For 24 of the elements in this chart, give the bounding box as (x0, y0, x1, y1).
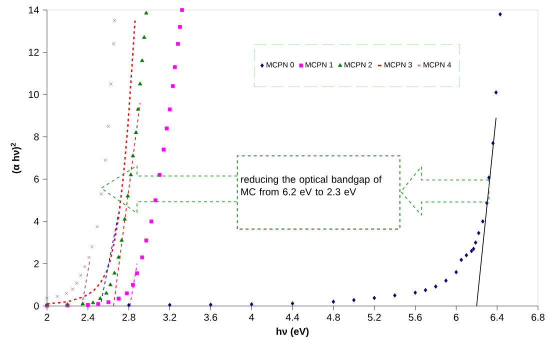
y-tick-label: 12 (28, 48, 39, 56)
x-tick-label: 6.4 (490, 314, 504, 321)
x-tick-label: 5.2 (368, 314, 381, 321)
x-tick-label: 5.6 (408, 314, 422, 321)
x-tick-label: 3.2 (163, 314, 176, 321)
x-axis-title: hν (eV) (276, 328, 309, 337)
x-tick-label: 2 (44, 314, 50, 321)
x-tick-label: 2.4 (81, 314, 95, 321)
x-tick-label: 2.8 (122, 314, 136, 321)
y-tick-label: 4 (34, 218, 39, 225)
y-tick-label: 0 (34, 302, 39, 310)
y-tick-label: 10 (28, 91, 39, 98)
x-tick-label: 4.8 (326, 314, 340, 321)
y-tick-label: 8 (34, 133, 39, 140)
y-axis-title: (α hν)$^{2}$ (10, 143, 22, 174)
y-tick-label: 14 (28, 6, 39, 14)
x-tick-label: 6.8 (532, 314, 544, 321)
annotation: reducing the optical bandgap of MC from 6.2 eV to 2.3 eV (241, 176, 382, 196)
y-tick-label: 2 (34, 260, 39, 268)
x-tick-label: 4 (249, 314, 254, 321)
x-tick-label: 4.4 (286, 314, 300, 321)
y-tick-label: 6 (34, 176, 39, 183)
x-tick-label: 6 (454, 314, 459, 321)
x-tick-label: 3.6 (204, 314, 218, 321)
